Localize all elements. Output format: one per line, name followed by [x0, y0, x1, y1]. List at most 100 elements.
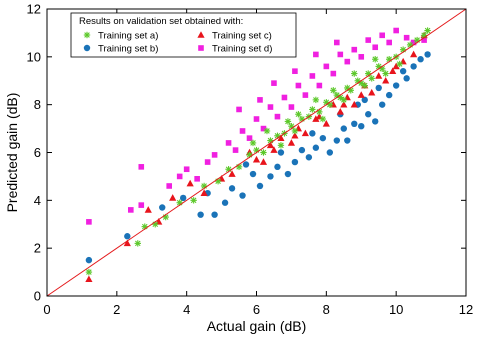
data-point-circle — [85, 256, 93, 264]
x-tick-label: 2 — [113, 302, 120, 317]
data-point-triangle — [266, 141, 275, 149]
x-tick-label: 6 — [253, 302, 260, 317]
data-point-circle — [379, 101, 386, 108]
data-point-asterisk — [291, 127, 299, 135]
data-point-asterisk — [263, 127, 271, 135]
data-point-square — [323, 63, 330, 70]
data-point-circle — [179, 194, 187, 202]
data-point-square — [421, 37, 427, 43]
y-tick-label: 8 — [34, 97, 41, 112]
data-point-square — [253, 116, 260, 122]
data-point-square — [386, 39, 392, 46]
data-point-asterisk — [277, 142, 285, 149]
data-point-circle — [305, 154, 313, 161]
legend-symbol-triangle — [197, 31, 205, 38]
data-point-circle — [319, 134, 327, 142]
y-tick-label: 2 — [34, 241, 41, 256]
data-point-circle — [124, 233, 131, 240]
data-point-triangle — [410, 50, 418, 58]
data-point-circle — [312, 144, 320, 151]
data-point-asterisk — [372, 56, 379, 63]
axis-ticks — [46, 8, 467, 297]
data-point-triangle — [186, 179, 194, 187]
data-point-square — [372, 44, 379, 51]
y-tick-label: 4 — [34, 193, 41, 208]
legend-symbol-circle — [83, 44, 91, 52]
data-point-square — [351, 46, 358, 53]
data-point-circle — [351, 120, 358, 128]
data-point-asterisk — [406, 41, 414, 49]
data-point-asterisk — [424, 27, 431, 34]
data-point-circle — [256, 182, 264, 190]
data-point-circle — [358, 122, 365, 130]
data-point-triangle — [169, 194, 177, 201]
data-point-circle — [249, 170, 257, 178]
data-point-square — [225, 140, 232, 146]
x-tick-label: 4 — [183, 302, 190, 317]
data-point-triangle — [389, 67, 397, 74]
data-point-circle — [291, 158, 299, 166]
data-point-triangle — [85, 275, 93, 283]
data-point-square — [295, 82, 302, 89]
data-point-triangle — [228, 170, 236, 177]
data-point-triangle — [123, 239, 131, 247]
data-point-square — [204, 159, 211, 165]
data-point-asterisk — [309, 106, 316, 113]
data-point-square — [183, 166, 190, 173]
data-point-square — [337, 51, 344, 58]
data-point-triangle — [375, 72, 383, 79]
data-point-asterisk — [134, 240, 141, 247]
legend-symbol-asterisk — [83, 31, 91, 39]
data-point-square — [313, 51, 319, 58]
data-point-square — [309, 73, 316, 79]
data-point-triangle — [301, 129, 309, 137]
data-point-circle — [221, 199, 229, 206]
data-point-square — [334, 39, 340, 46]
data-point-square — [344, 58, 351, 65]
data-point-triangle — [287, 139, 296, 146]
data-point-circle — [239, 192, 246, 199]
legend-marker-circle — [83, 44, 91, 52]
data-point-circle — [197, 211, 204, 218]
data-point-circle — [417, 56, 424, 63]
data-point-circle — [326, 149, 334, 156]
data-point-asterisk — [340, 96, 347, 104]
data-point-circle — [399, 67, 407, 75]
legend-title: Results on validation set obtained with: — [79, 16, 243, 27]
data-point-square — [246, 135, 253, 141]
data-point-circle — [424, 51, 431, 58]
data-point-triangle — [350, 100, 358, 108]
legend-label-a: Training set a) — [98, 31, 158, 42]
data-point-square — [365, 37, 372, 43]
data-point-asterisk — [284, 118, 292, 125]
data-point-square — [379, 32, 385, 39]
data-point-circle — [333, 137, 341, 144]
data-point-asterisk — [396, 60, 403, 68]
data-point-triangle — [336, 108, 344, 115]
data-point-square — [260, 125, 267, 132]
data-point-asterisk — [368, 75, 375, 82]
data-point-triangle — [291, 131, 299, 139]
data-point-circle — [392, 82, 400, 89]
data-point-triangle — [357, 91, 365, 98]
data-point-asterisk — [351, 70, 358, 77]
y-tick-label: 0 — [34, 289, 41, 304]
data-point-triangle — [340, 100, 348, 108]
data-point-square — [239, 128, 246, 134]
data-point-asterisk — [319, 115, 327, 123]
data-point-asterisk — [330, 87, 337, 94]
legend-label-d: Training set d) — [212, 44, 272, 55]
data-point-circle — [375, 84, 382, 92]
data-point-square — [292, 68, 298, 74]
data-point-asterisk — [249, 139, 257, 147]
data-point-square — [281, 94, 288, 101]
x-tick-label: 10 — [389, 302, 403, 317]
legend-label-b: Training set b) — [98, 44, 158, 55]
data-point-asterisk — [295, 111, 302, 118]
data-point-square — [211, 152, 218, 158]
data-point-circle — [211, 211, 218, 218]
data-point-circle — [361, 96, 368, 104]
legend-marker-triangle — [197, 31, 205, 38]
y-axis-title: Predicted gain (dB) — [4, 93, 20, 213]
data-point-square — [393, 27, 399, 34]
